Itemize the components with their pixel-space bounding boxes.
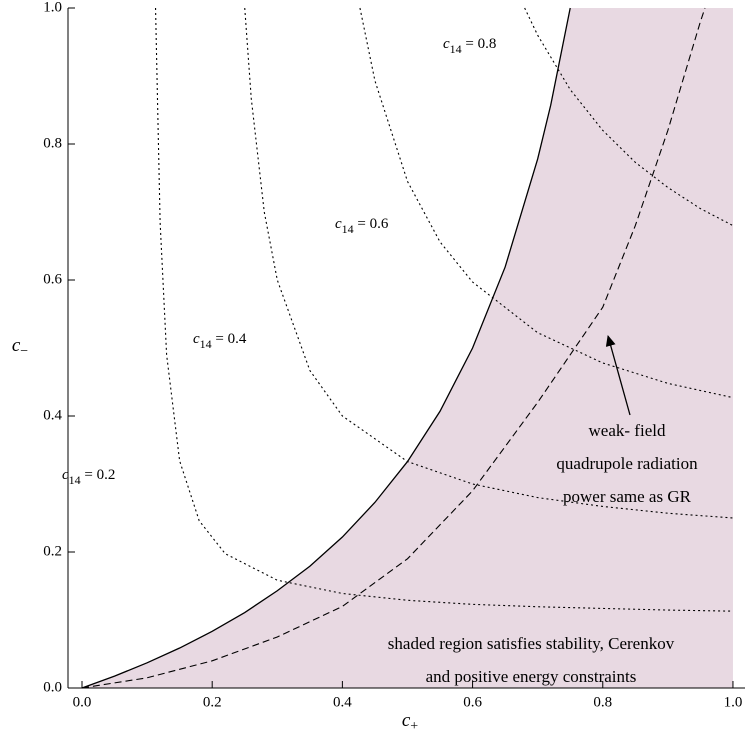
curve-solid [81,7,571,689]
shaded-region [82,8,733,688]
annotation-text: shaded region satisfies stability, Ceren… [388,634,675,653]
subscript: + [410,719,418,734]
x-tick-label: 0.2 [203,694,222,710]
annotation-text: and positive energy constraints [426,667,637,686]
annotation-text: weak- field [589,421,666,440]
x-tick-label: 0.8 [593,694,612,710]
subscript: − [20,344,28,359]
curve-dotted [524,7,734,227]
curve-dashed [81,7,706,689]
x-tick-label: 0.4 [333,694,352,710]
math-label: c14 = 0.6 [335,216,389,235]
curve-dotted [244,7,734,519]
x-tick-label: 0.0 [73,694,92,710]
annotation-text: quadrupole radiation [556,454,698,473]
curve-dotted [155,7,733,612]
annotation-arrow [605,335,631,416]
symbol: c [12,335,21,356]
shade-layer [82,8,733,688]
y-tick-label: 0.4 [43,407,62,423]
y-tick-label: 0.2 [43,543,62,559]
symbol: c [62,467,69,483]
label-rest: = 0.8 [462,36,497,52]
math-label: c14 = 0.4 [193,331,247,350]
symbol: c [443,36,450,52]
math-label: c14 = 0.8 [443,36,496,55]
curve-dotted [359,7,734,399]
subscript: 14 [200,337,212,351]
label-rest: = 0.2 [81,467,116,483]
y-tick-label: 0.8 [43,135,62,151]
annotation-text: power same as GR [563,487,692,506]
curve-layer [81,7,734,689]
y-tick-label: 0.0 [43,679,62,695]
y-tick-label: 1.0 [43,0,62,15]
symbol: c [193,331,200,347]
y-tick-label: 0.6 [43,271,62,287]
math-label: c+ [402,710,418,734]
math-label: c− [12,335,28,359]
subscript: 14 [342,222,354,236]
subscript: 14 [450,42,462,56]
label-rest: = 0.6 [354,216,389,232]
x-tick-label: 0.6 [463,694,482,710]
symbol: c [335,216,342,232]
label-rest: = 0.4 [212,331,247,347]
subscript: 14 [69,473,81,487]
symbol: c [402,710,411,731]
math-label: c14 = 0.2 [62,467,115,486]
x-tick-label: 1.0 [724,694,743,710]
